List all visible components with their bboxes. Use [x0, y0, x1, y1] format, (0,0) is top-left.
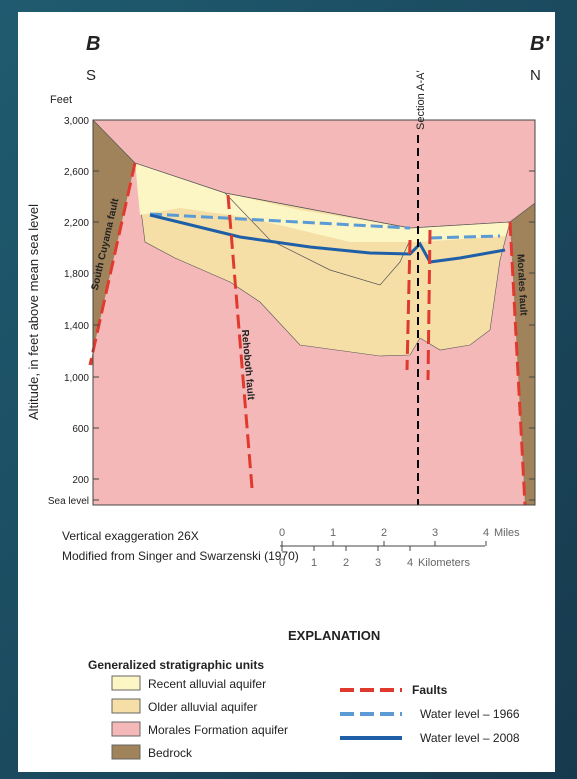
label-b-prime: B′: [530, 33, 550, 55]
note: Modified from Singer and Swarzenski (197…: [62, 549, 299, 563]
swatch: [112, 722, 140, 736]
scale-label: 0: [279, 527, 285, 539]
scale-label: 4: [483, 527, 489, 539]
tick-label: 600: [72, 424, 89, 435]
scale-label: 1: [311, 557, 317, 569]
legend-label: Faults: [412, 683, 448, 697]
scale-label: 4: [407, 557, 413, 569]
dir-n: N: [530, 67, 541, 84]
scale-label: 3: [432, 527, 438, 539]
tick-label: 200: [72, 475, 89, 486]
scale-label: 1: [330, 527, 336, 539]
scale-label: 2: [381, 527, 387, 539]
tick-label: 3,000: [64, 116, 89, 127]
units-title: Generalized stratigraphic units: [88, 658, 264, 672]
section: [90, 120, 535, 505]
note: Vertical exaggeration 26X: [62, 529, 199, 543]
tick-label: Sea level: [48, 496, 89, 507]
legend-label: Morales Formation aquifer: [148, 723, 288, 737]
scale-label: 2: [343, 557, 349, 569]
legend-label: Water level – 1966: [420, 707, 520, 721]
tick-label: 2,200: [64, 218, 89, 229]
scale-unit: Miles: [494, 527, 520, 539]
tick-label: 1,800: [64, 269, 89, 280]
label-b: B: [86, 33, 100, 55]
unit: Feet: [50, 94, 72, 106]
legend-label: Water level – 2008: [420, 731, 520, 745]
y-axis-label: Altitude, in feet above mean sea level: [26, 204, 41, 420]
legend-label: Bedrock: [148, 746, 193, 760]
section-label: Section A-A′: [415, 70, 427, 130]
dir-s: S: [86, 67, 96, 84]
page: 3,0002,6002,2001,8001,4001,000600200Sea …: [0, 0, 577, 779]
scale-label: 3: [375, 557, 381, 569]
explanation-title: EXPLANATION: [288, 628, 380, 643]
scale-unit: Kilometers: [418, 557, 470, 569]
swatch: [112, 699, 140, 713]
tick-label: 2,600: [64, 167, 89, 178]
legend-label: Recent alluvial aquifer: [148, 677, 266, 691]
legend-label: Older alluvial aquifer: [148, 700, 257, 714]
swatch: [112, 676, 140, 690]
scale-label: 0: [279, 557, 285, 569]
tick-label: 1,000: [64, 373, 89, 384]
swatch: [112, 745, 140, 759]
tick-label: 1,400: [64, 321, 89, 332]
